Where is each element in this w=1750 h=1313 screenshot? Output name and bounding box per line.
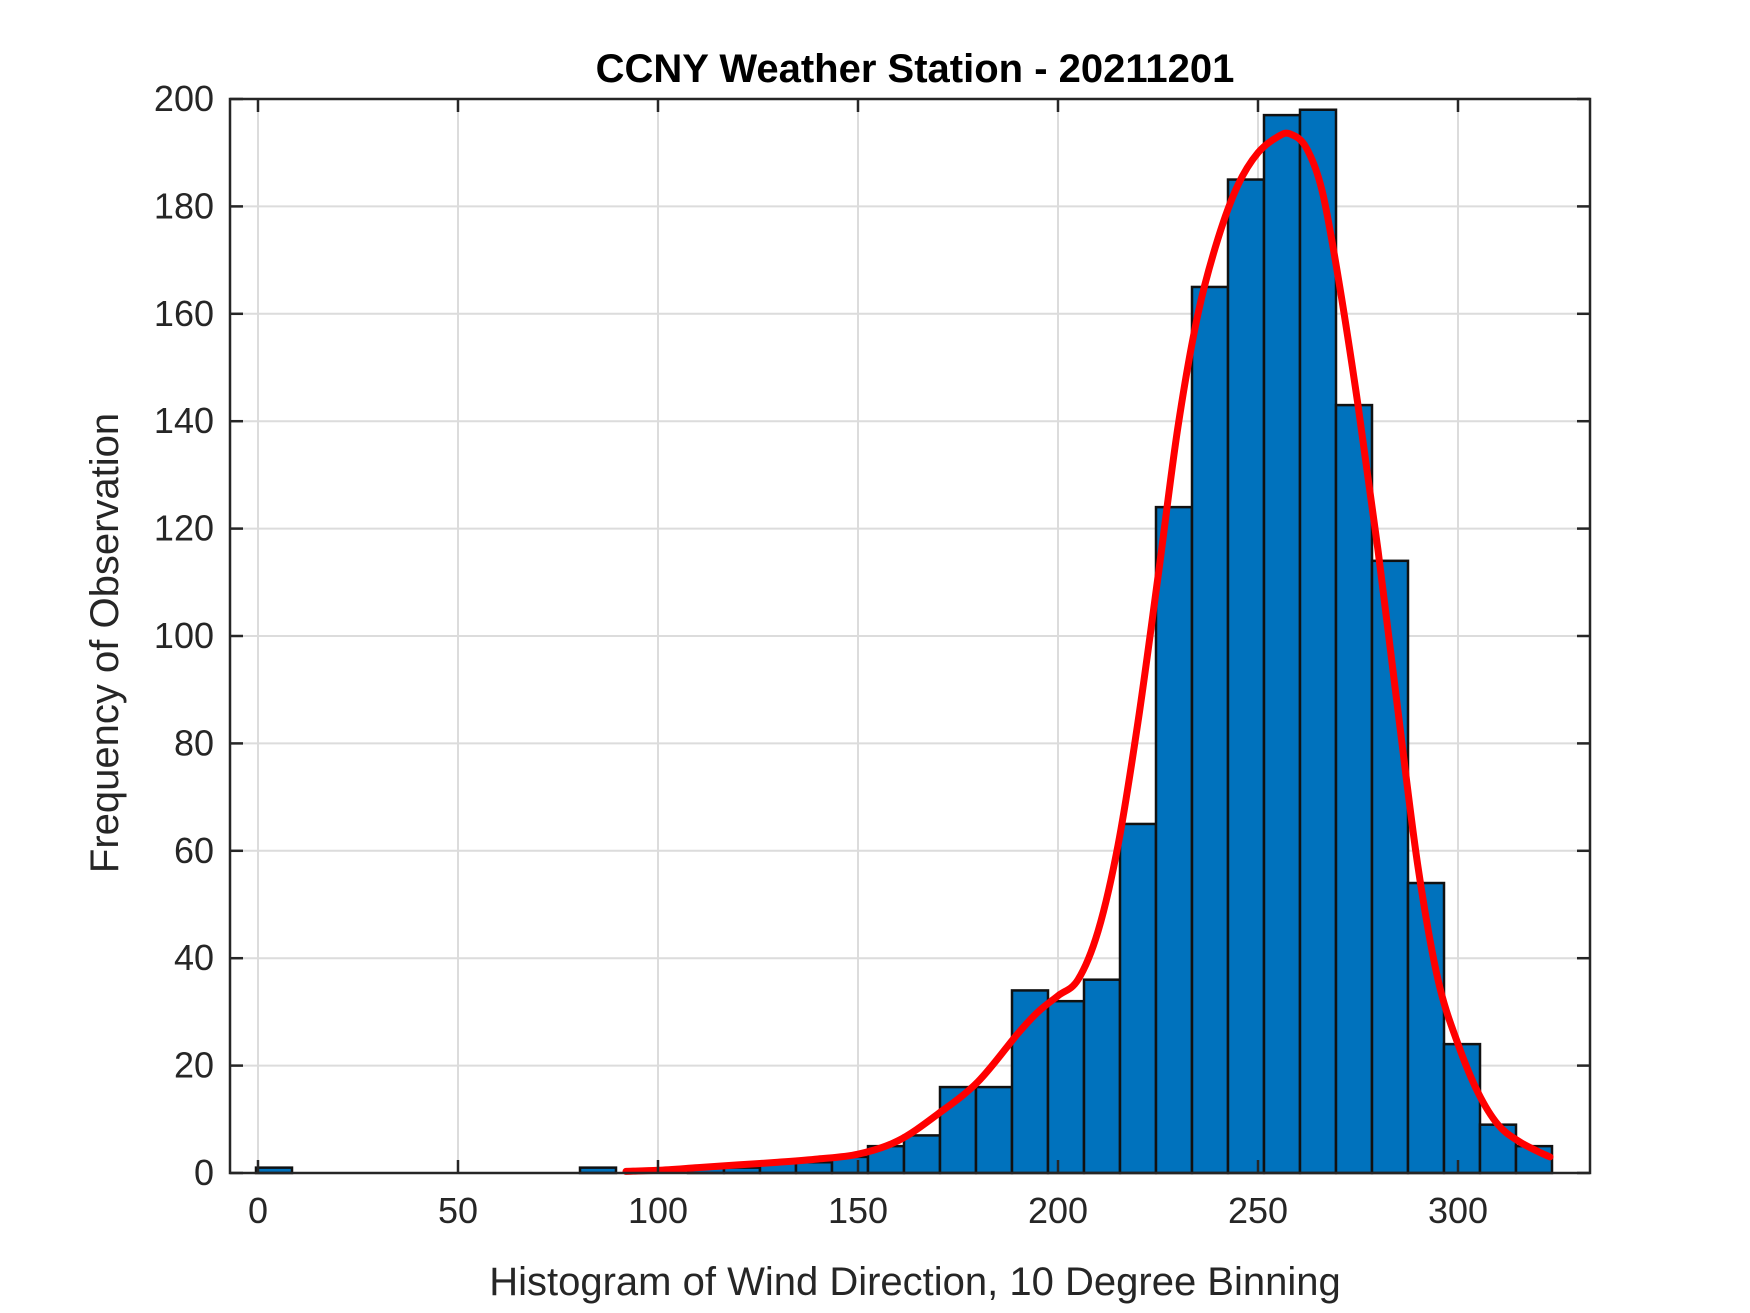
histogram-bar — [1334, 403, 1374, 1175]
histogram-bar — [1046, 999, 1086, 1175]
histogram-bar — [1298, 108, 1338, 1175]
y-tick-label: 0 — [194, 1152, 214, 1193]
y-tick-label: 200 — [154, 78, 214, 119]
y-tick-label: 160 — [154, 293, 214, 334]
histogram-bar — [1262, 113, 1302, 1175]
x-tick-label: 250 — [1228, 1190, 1288, 1231]
histogram-bar — [1190, 285, 1230, 1175]
y-tick-label: 120 — [154, 508, 214, 549]
fit-curve — [622, 129, 1554, 1175]
chart-title: CCNY Weather Station - 20211201 — [596, 47, 1235, 91]
x-axis-ticks: 0 50 100 150 200 250 300 — [248, 99, 1488, 1231]
x-tick-label: 200 — [1028, 1190, 1088, 1231]
x-axis-label: Histogram of Wind Direction, 10 Degree B… — [489, 1260, 1341, 1304]
y-tick-label: 20 — [174, 1045, 214, 1086]
x-tick-label: 50 — [438, 1190, 478, 1231]
bars — [254, 108, 1554, 1175]
x-tick-label: 300 — [1428, 1190, 1488, 1231]
y-tick-label: 180 — [154, 185, 214, 226]
fit-curve-layer — [622, 129, 1554, 1175]
histogram-bar — [1118, 822, 1158, 1175]
y-axis-label: Frequency of Observation — [83, 413, 127, 873]
x-tick-label: 0 — [248, 1190, 268, 1231]
y-tick-label: 140 — [154, 400, 214, 441]
histogram-bar — [1082, 978, 1122, 1175]
histogram-bar — [1154, 505, 1194, 1175]
y-tick-label: 100 — [154, 615, 214, 656]
x-tick-label: 100 — [628, 1190, 688, 1231]
y-axis-ticks: 0 20 40 60 80 100 120 140 160 180 200 — [154, 78, 1590, 1193]
y-tick-label: 40 — [174, 937, 214, 978]
histogram-bar — [974, 1085, 1014, 1175]
histogram-bar — [1226, 178, 1266, 1175]
x-tick-label: 150 — [828, 1190, 888, 1231]
histogram-bar — [902, 1134, 942, 1175]
y-tick-label: 60 — [174, 830, 214, 871]
y-tick-label: 80 — [174, 722, 214, 763]
histogram-bar — [1442, 1042, 1482, 1175]
